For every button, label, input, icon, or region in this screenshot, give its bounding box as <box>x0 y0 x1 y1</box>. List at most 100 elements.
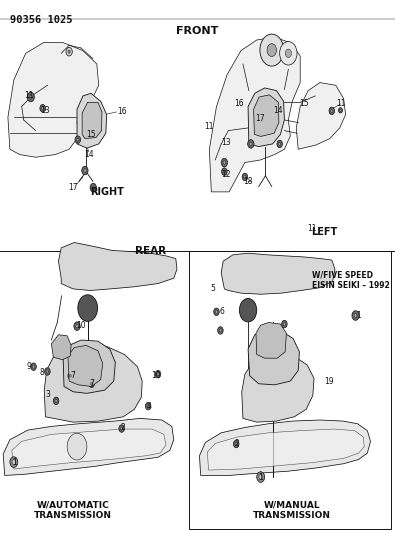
Circle shape <box>221 158 228 167</box>
Circle shape <box>331 109 333 112</box>
Text: 11: 11 <box>307 224 317 232</box>
Text: 2: 2 <box>120 423 125 432</box>
Text: RIGHT: RIGHT <box>90 187 124 197</box>
Circle shape <box>67 433 87 460</box>
Circle shape <box>82 166 88 175</box>
Circle shape <box>340 109 341 111</box>
Text: 1: 1 <box>356 311 361 320</box>
Text: 12: 12 <box>222 170 231 179</box>
Circle shape <box>89 380 94 387</box>
Circle shape <box>239 298 257 322</box>
Text: W/MANUAL
TRANSMISSION: W/MANUAL TRANSMISSION <box>253 501 331 520</box>
Text: 16: 16 <box>234 100 244 108</box>
Text: 17: 17 <box>255 114 265 123</box>
Circle shape <box>267 44 276 56</box>
Polygon shape <box>3 418 174 475</box>
Circle shape <box>259 475 262 480</box>
Circle shape <box>280 42 297 65</box>
Circle shape <box>282 320 287 328</box>
Circle shape <box>84 169 86 172</box>
Text: 9: 9 <box>26 362 31 370</box>
Text: LEFT: LEFT <box>311 227 337 237</box>
Circle shape <box>41 107 44 110</box>
Circle shape <box>339 108 342 113</box>
Circle shape <box>90 183 96 192</box>
Text: REAR: REAR <box>135 246 166 255</box>
Text: 5: 5 <box>210 285 215 293</box>
Polygon shape <box>256 322 286 358</box>
Circle shape <box>40 104 45 112</box>
Circle shape <box>223 170 226 173</box>
Circle shape <box>277 140 282 148</box>
Circle shape <box>329 107 335 115</box>
Text: 10: 10 <box>151 372 161 380</box>
Circle shape <box>68 373 73 379</box>
Text: 4: 4 <box>147 402 152 411</box>
Circle shape <box>222 168 227 175</box>
Polygon shape <box>82 102 102 139</box>
Circle shape <box>10 457 18 467</box>
Bar <box>189 251 391 529</box>
Text: 7: 7 <box>89 379 94 388</box>
Text: 2: 2 <box>235 440 239 448</box>
Text: 8: 8 <box>39 368 44 376</box>
Circle shape <box>285 49 292 58</box>
Circle shape <box>74 322 80 330</box>
Polygon shape <box>209 37 300 192</box>
Circle shape <box>45 368 50 375</box>
Polygon shape <box>296 83 346 149</box>
Circle shape <box>244 175 246 179</box>
Polygon shape <box>254 95 279 136</box>
Circle shape <box>250 142 252 146</box>
Circle shape <box>46 370 49 373</box>
Text: 7: 7 <box>71 372 75 380</box>
Circle shape <box>27 92 34 102</box>
Circle shape <box>66 47 72 56</box>
Text: 14: 14 <box>274 106 283 115</box>
Polygon shape <box>77 93 107 148</box>
Circle shape <box>354 313 357 318</box>
Circle shape <box>283 322 286 326</box>
Polygon shape <box>58 243 177 290</box>
Polygon shape <box>221 253 335 294</box>
Text: 3: 3 <box>45 390 50 399</box>
Circle shape <box>92 186 94 189</box>
Text: 10: 10 <box>76 321 86 329</box>
Text: W/AUTOMATIC
TRANSMISSION: W/AUTOMATIC TRANSMISSION <box>34 501 112 520</box>
Circle shape <box>53 397 59 405</box>
Circle shape <box>157 373 159 376</box>
Circle shape <box>278 142 281 146</box>
Circle shape <box>76 325 78 328</box>
Circle shape <box>75 136 81 143</box>
Polygon shape <box>68 345 103 386</box>
Text: 17: 17 <box>68 183 78 192</box>
Text: 15: 15 <box>299 100 309 108</box>
Text: 13: 13 <box>41 106 50 115</box>
Circle shape <box>260 34 284 66</box>
Circle shape <box>223 161 226 164</box>
Text: W/FIVE SPEED
EISIN SEIKI – 1992: W/FIVE SPEED EISIN SEIKI – 1992 <box>312 270 390 289</box>
Circle shape <box>248 140 254 148</box>
Circle shape <box>145 402 151 410</box>
Polygon shape <box>248 88 284 147</box>
Circle shape <box>90 382 93 385</box>
Polygon shape <box>8 43 99 157</box>
Circle shape <box>147 405 149 408</box>
Circle shape <box>352 311 359 320</box>
Text: 1: 1 <box>258 473 263 481</box>
Circle shape <box>235 442 237 446</box>
Circle shape <box>32 365 35 368</box>
Text: 11: 11 <box>205 123 214 131</box>
Circle shape <box>12 459 16 464</box>
Circle shape <box>55 399 57 402</box>
Polygon shape <box>199 420 371 475</box>
Text: 90356 1025: 90356 1025 <box>10 15 72 25</box>
Circle shape <box>218 327 223 334</box>
Circle shape <box>31 363 36 370</box>
Text: 14: 14 <box>84 150 94 159</box>
Circle shape <box>78 295 98 321</box>
Text: 1: 1 <box>12 458 17 466</box>
Text: 19: 19 <box>324 377 333 385</box>
Polygon shape <box>207 429 364 470</box>
Circle shape <box>119 425 124 432</box>
